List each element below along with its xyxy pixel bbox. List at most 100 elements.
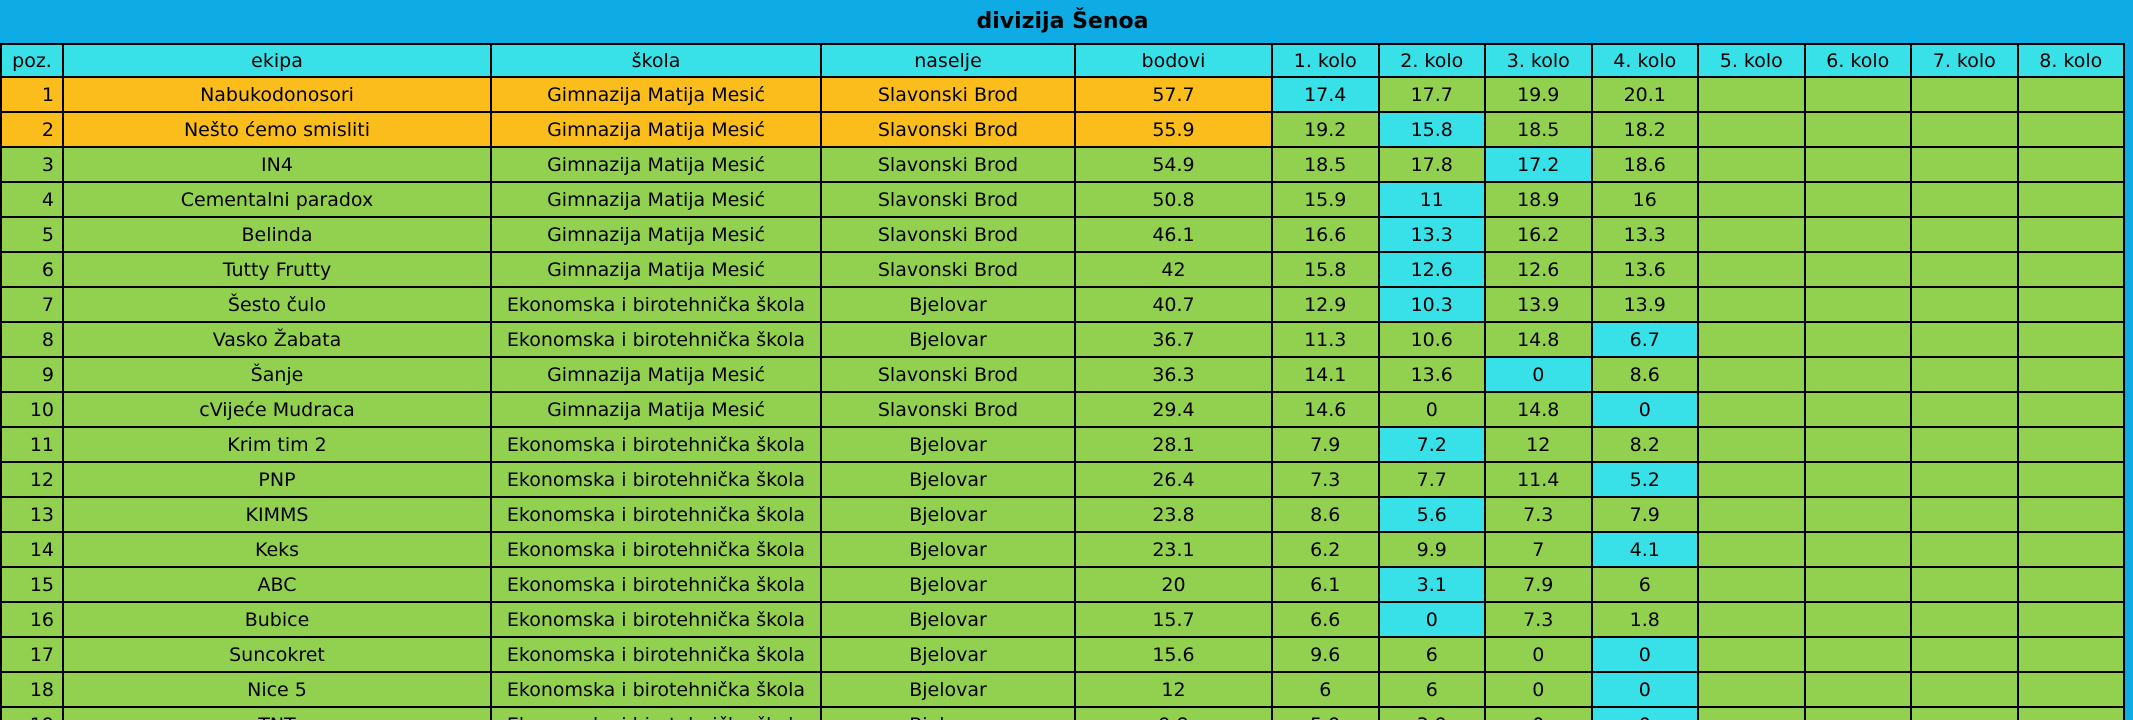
cell-kolo-7[interactable] xyxy=(1910,426,2019,463)
cell-kolo-1[interactable]: 5.9 xyxy=(1271,706,1380,720)
table-title[interactable]: divizija Šenoa xyxy=(1,0,2124,45)
cell-kolo-4[interactable]: 13.9 xyxy=(1590,286,1699,323)
cell-naselje[interactable]: Slavonski Brod xyxy=(820,391,1076,428)
column-header-poz[interactable]: poz. xyxy=(0,43,64,78)
cell-kolo-3[interactable]: 7.3 xyxy=(1484,601,1593,638)
cell-poz[interactable]: 14 xyxy=(0,531,64,568)
cell-skola[interactable]: Ekonomska i birotehnička škola xyxy=(490,601,822,638)
cell-kolo-8[interactable] xyxy=(2016,356,2125,393)
cell-kolo-2[interactable]: 12.6 xyxy=(1377,251,1486,288)
cell-kolo-7[interactable] xyxy=(1910,706,2019,720)
cell-naselje[interactable]: Bjelovar xyxy=(820,671,1076,708)
cell-kolo-8[interactable] xyxy=(2016,706,2125,720)
cell-kolo-2[interactable]: 10.6 xyxy=(1377,321,1486,358)
cell-bodovi[interactable]: 55.9 xyxy=(1074,111,1273,148)
cell-kolo-5[interactable] xyxy=(1697,76,1806,113)
cell-poz[interactable]: 17 xyxy=(0,636,64,673)
cell-kolo-4[interactable]: 13.3 xyxy=(1590,216,1699,253)
cell-kolo-3[interactable]: 18.5 xyxy=(1484,111,1593,148)
cell-kolo-8[interactable] xyxy=(2016,286,2125,323)
cell-kolo-3[interactable]: 13.9 xyxy=(1484,286,1593,323)
cell-kolo-3[interactable]: 0 xyxy=(1484,671,1593,708)
cell-naselje[interactable]: Slavonski Brod xyxy=(820,76,1076,113)
cell-naselje[interactable]: Bjelovar xyxy=(820,496,1076,533)
cell-kolo-8[interactable] xyxy=(2016,496,2125,533)
cell-naselje[interactable]: Bjelovar xyxy=(820,636,1076,673)
cell-naselje[interactable]: Bjelovar xyxy=(820,531,1076,568)
cell-kolo-3[interactable]: 7.9 xyxy=(1484,566,1593,603)
cell-kolo-2[interactable]: 6 xyxy=(1377,636,1486,673)
cell-naselje[interactable]: Bjelovar xyxy=(820,321,1076,358)
cell-poz[interactable]: 7 xyxy=(0,286,64,323)
cell-naselje[interactable]: Bjelovar xyxy=(820,566,1076,603)
cell-kolo-7[interactable] xyxy=(1910,146,2019,183)
cell-poz[interactable]: 2 xyxy=(0,111,64,148)
cell-kolo-6[interactable] xyxy=(1803,76,1912,113)
cell-kolo-1[interactable]: 19.2 xyxy=(1271,111,1380,148)
cell-kolo-1[interactable]: 18.5 xyxy=(1271,146,1380,183)
cell-kolo-4[interactable]: 6 xyxy=(1590,566,1699,603)
cell-kolo-5[interactable] xyxy=(1697,496,1806,533)
column-header-skola[interactable]: škola xyxy=(490,43,822,78)
cell-poz[interactable]: 10 xyxy=(0,391,64,428)
cell-kolo-7[interactable] xyxy=(1910,636,2019,673)
cell-bodovi[interactable]: 28.1 xyxy=(1074,426,1273,463)
cell-kolo-3[interactable]: 7 xyxy=(1484,531,1593,568)
cell-kolo-4[interactable]: 4.1 xyxy=(1590,531,1699,568)
cell-kolo-3[interactable]: 7.3 xyxy=(1484,496,1593,533)
cell-kolo-2[interactable]: 6 xyxy=(1377,671,1486,708)
cell-ekipa[interactable]: Nabukodonosori xyxy=(62,76,492,113)
cell-kolo-4[interactable]: 7.9 xyxy=(1590,496,1699,533)
cell-kolo-4[interactable]: 0 xyxy=(1590,671,1699,708)
column-header-kolo-7[interactable]: 7. kolo xyxy=(1910,43,2019,78)
cell-ekipa[interactable]: Cementalni paradox xyxy=(62,181,492,218)
cell-kolo-5[interactable] xyxy=(1697,111,1806,148)
cell-kolo-7[interactable] xyxy=(1910,181,2019,218)
cell-kolo-5[interactable] xyxy=(1697,391,1806,428)
cell-ekipa[interactable]: ABC xyxy=(62,566,492,603)
cell-kolo-6[interactable] xyxy=(1803,251,1912,288)
cell-skola[interactable]: Gimnazija Matija Mesić xyxy=(490,356,822,393)
cell-kolo-7[interactable] xyxy=(1910,671,2019,708)
cell-kolo-7[interactable] xyxy=(1910,111,2019,148)
cell-bodovi[interactable]: 54.9 xyxy=(1074,146,1273,183)
cell-poz[interactable]: 19 xyxy=(0,706,64,720)
cell-kolo-4[interactable]: 0 xyxy=(1590,391,1699,428)
cell-kolo-1[interactable]: 17.4 xyxy=(1271,76,1380,113)
cell-poz[interactable]: 3 xyxy=(0,146,64,183)
cell-ekipa[interactable]: Tutty Frutty xyxy=(62,251,492,288)
cell-kolo-2[interactable]: 3.9 xyxy=(1377,706,1486,720)
cell-kolo-8[interactable] xyxy=(2016,566,2125,603)
cell-kolo-1[interactable]: 6 xyxy=(1271,671,1380,708)
column-header-kolo-6[interactable]: 6. kolo xyxy=(1803,43,1912,78)
column-header-kolo-5[interactable]: 5. kolo xyxy=(1697,43,1806,78)
cell-kolo-1[interactable]: 15.8 xyxy=(1271,251,1380,288)
cell-ekipa[interactable]: Suncokret xyxy=(62,636,492,673)
cell-ekipa[interactable]: cVijeće Mudraca xyxy=(62,391,492,428)
cell-kolo-8[interactable] xyxy=(2016,391,2125,428)
cell-poz[interactable]: 8 xyxy=(0,321,64,358)
cell-kolo-3[interactable]: 0 xyxy=(1484,356,1593,393)
cell-kolo-2[interactable]: 13.3 xyxy=(1377,216,1486,253)
cell-kolo-7[interactable] xyxy=(1910,321,2019,358)
cell-skola[interactable]: Gimnazija Matija Mesić xyxy=(490,391,822,428)
cell-kolo-3[interactable]: 11.4 xyxy=(1484,461,1593,498)
cell-kolo-6[interactable] xyxy=(1803,636,1912,673)
cell-skola[interactable]: Ekonomska i birotehnička škola xyxy=(490,426,822,463)
cell-naselje[interactable]: Slavonski Brod xyxy=(820,251,1076,288)
cell-kolo-2[interactable]: 9.9 xyxy=(1377,531,1486,568)
cell-kolo-7[interactable] xyxy=(1910,286,2019,323)
cell-kolo-4[interactable]: 16 xyxy=(1590,181,1699,218)
cell-kolo-8[interactable] xyxy=(2016,601,2125,638)
cell-ekipa[interactable]: KIMMS xyxy=(62,496,492,533)
cell-skola[interactable]: Gimnazija Matija Mesić xyxy=(490,181,822,218)
column-header-kolo-2[interactable]: 2. kolo xyxy=(1377,43,1486,78)
cell-kolo-3[interactable]: 12 xyxy=(1484,426,1593,463)
cell-naselje[interactable]: Bjelovar xyxy=(820,706,1076,720)
cell-kolo-2[interactable]: 15.8 xyxy=(1377,111,1486,148)
cell-kolo-5[interactable] xyxy=(1697,181,1806,218)
cell-kolo-7[interactable] xyxy=(1910,566,2019,603)
cell-kolo-1[interactable]: 8.6 xyxy=(1271,496,1380,533)
cell-kolo-1[interactable]: 12.9 xyxy=(1271,286,1380,323)
cell-kolo-3[interactable]: 17.2 xyxy=(1484,146,1593,183)
